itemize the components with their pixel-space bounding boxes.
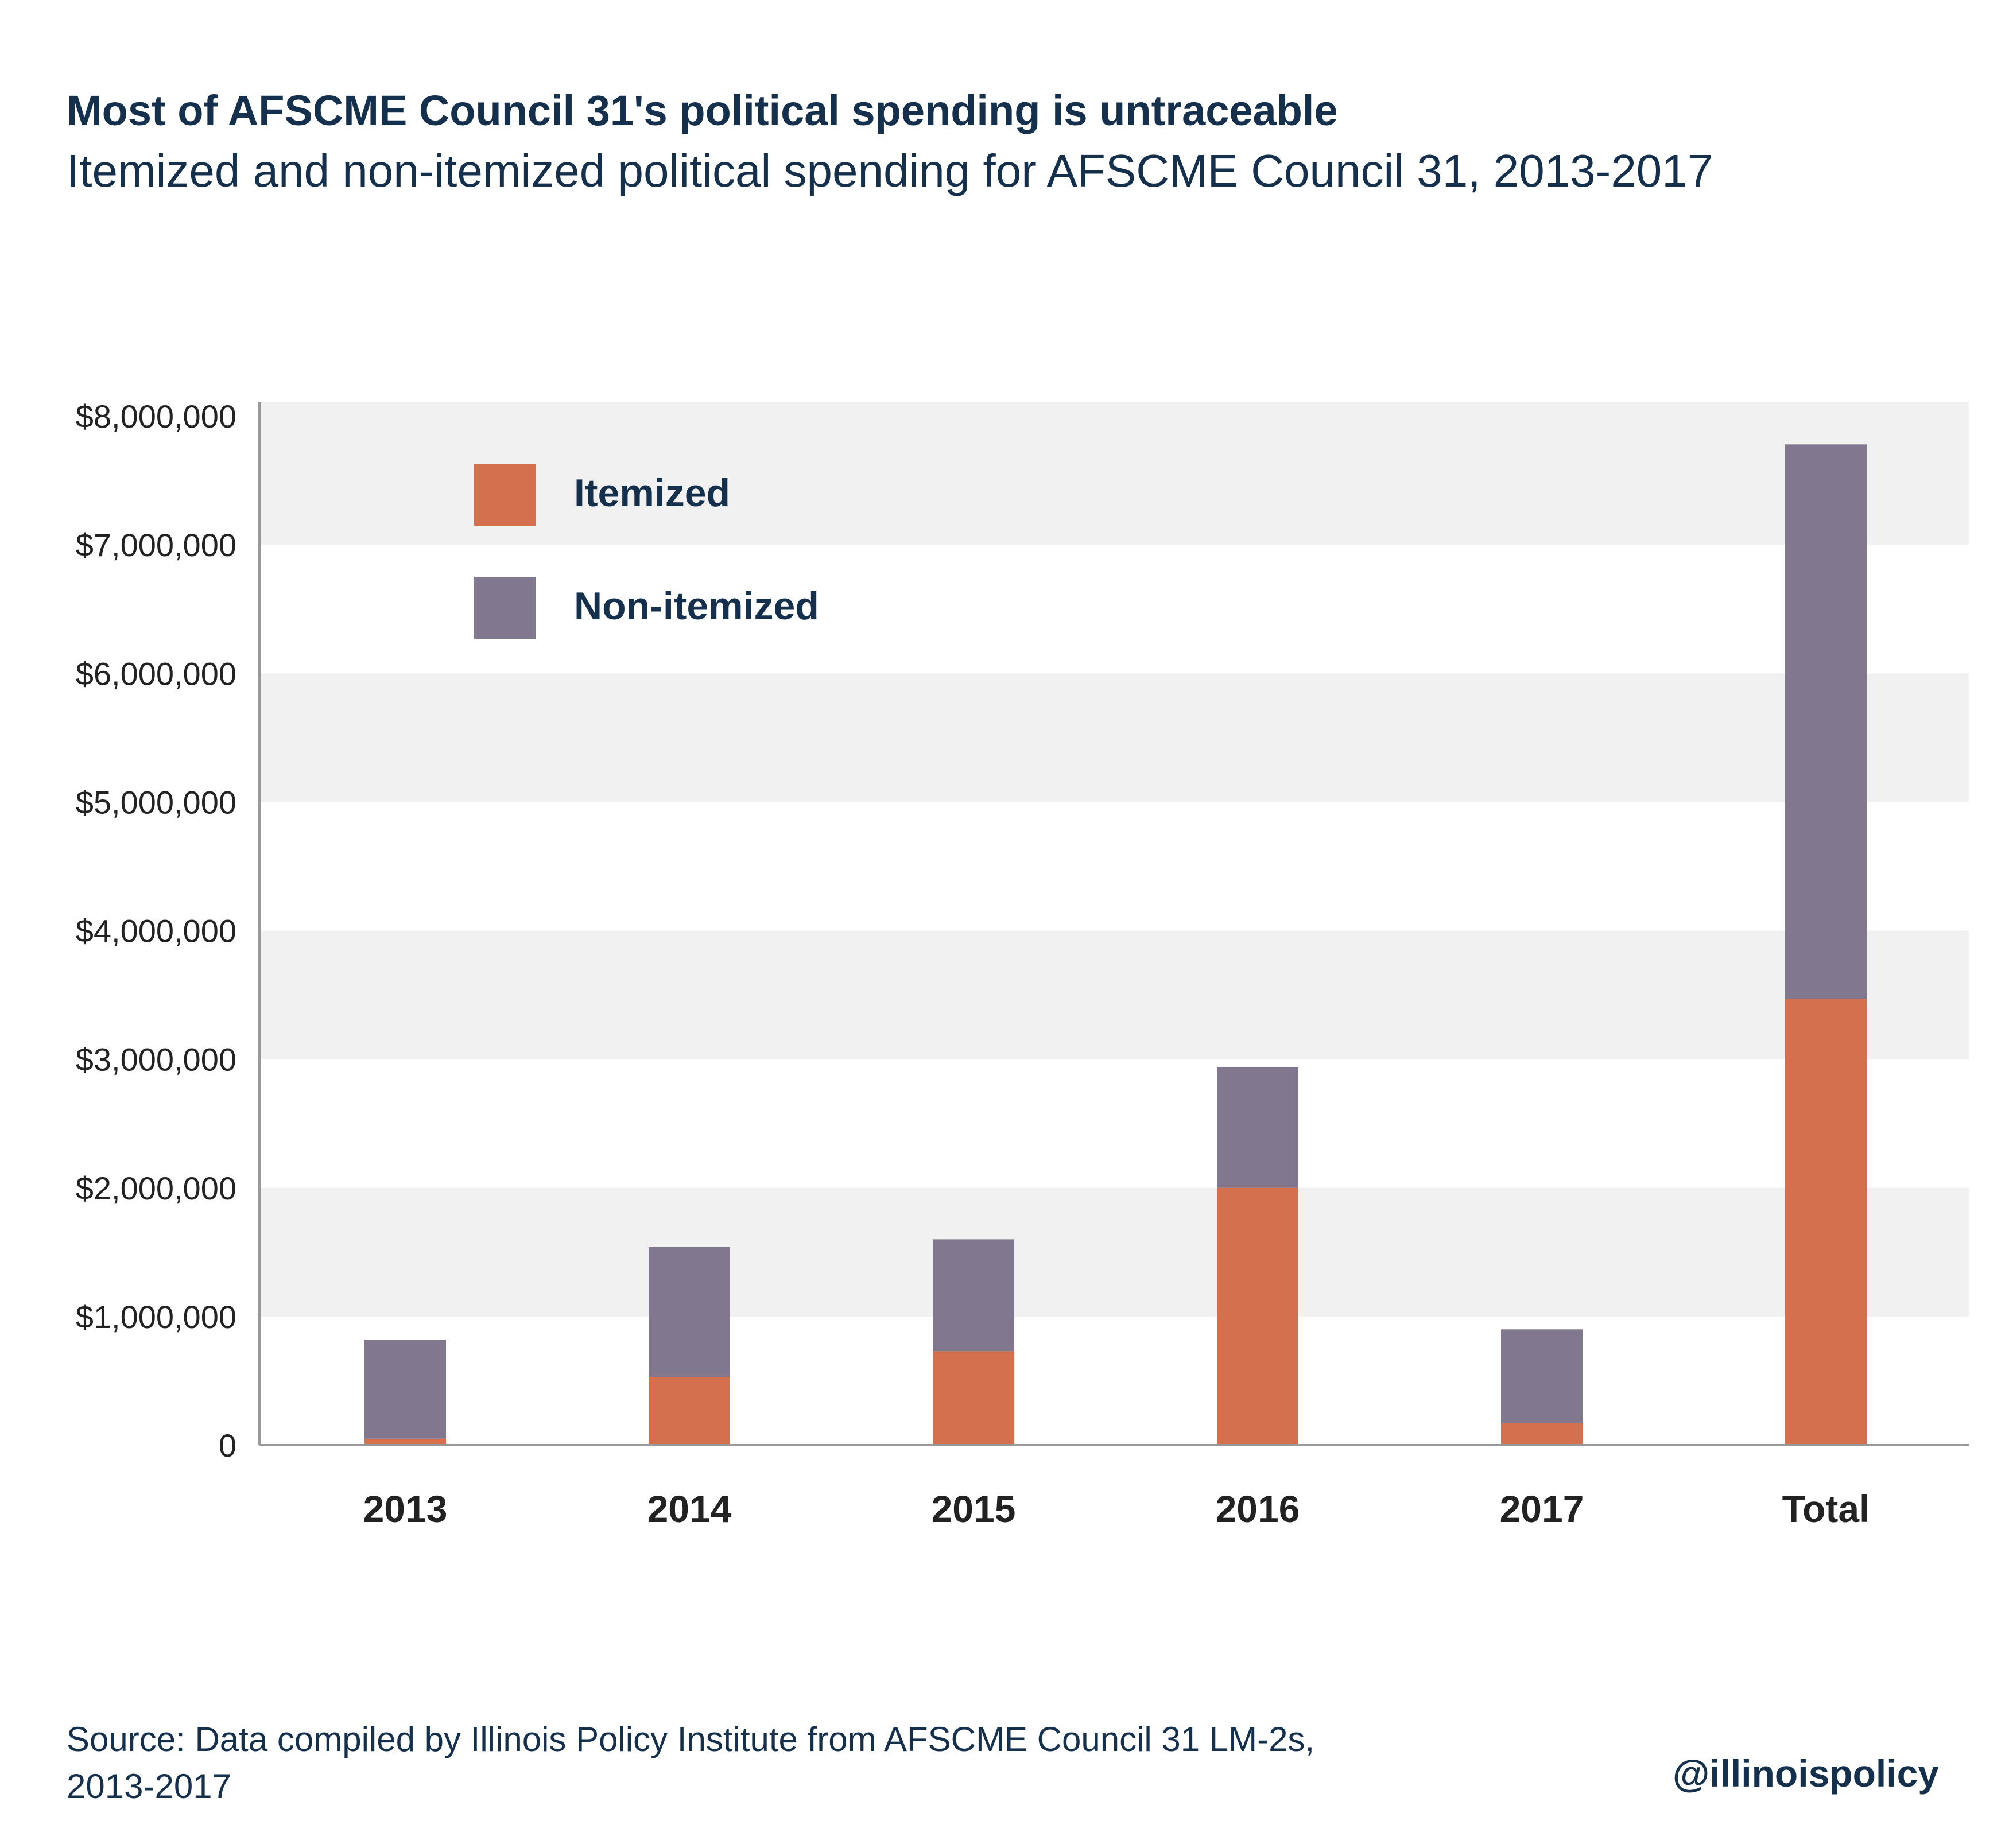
background-band: [259, 673, 1969, 802]
x-tick-label: 2016: [1216, 1488, 1300, 1530]
legend-swatch-itemized: [474, 464, 536, 526]
y-tick-label: $2,000,000: [76, 1170, 236, 1206]
legend-label-itemized: Itemized: [574, 471, 730, 515]
source-note: Source: Data compiled by Illinois Policy…: [67, 1716, 1559, 1810]
background-bands: [259, 402, 1969, 1317]
bar-itemized-2016: [1217, 1187, 1298, 1445]
x-tick-label: 2013: [363, 1488, 448, 1530]
background-band: [259, 930, 1969, 1059]
y-tick-label: $4,000,000: [76, 913, 236, 949]
y-tick-label: $5,000,000: [76, 784, 236, 820]
bar-itemized-2017: [1501, 1423, 1583, 1445]
x-tick-label: 2017: [1500, 1488, 1584, 1530]
background-band: [259, 402, 1969, 545]
y-tick-label: $6,000,000: [76, 655, 236, 692]
bar-itemized-2015: [933, 1351, 1014, 1445]
legend: Itemized Non-itemized: [474, 464, 819, 639]
source-line-2: 2013-2017: [67, 1767, 231, 1806]
bar-non-itemized-2013: [364, 1340, 446, 1439]
x-tick-label: Total: [1782, 1488, 1870, 1530]
bar-non-itemized-total: [1785, 444, 1867, 999]
y-tick-label: $7,000,000: [76, 527, 236, 563]
y-tick-label: 0: [219, 1427, 236, 1463]
x-tick-label: 2014: [647, 1488, 732, 1530]
y-axis-tick-labels: 0 $1,000,000 $2,000,000 $3,000,000 $4,000,00…: [76, 398, 236, 1463]
bar-non-itemized-2016: [1217, 1067, 1298, 1188]
chart-subtitle: Itemized and non-itemized political spen…: [67, 145, 1713, 196]
source-line-1: Source: Data compiled by Illinois Policy…: [67, 1720, 1315, 1758]
chart-title: Most of AFSCME Council 31's political sp…: [67, 87, 1338, 134]
x-axis-tick-labels: 2013 2014 2015 2016 2017 Total: [363, 1488, 1870, 1530]
y-tick-label: $1,000,000: [76, 1299, 236, 1335]
legend-label-non-itemized: Non-itemized: [574, 584, 819, 628]
bars: [364, 444, 1867, 1445]
bar-itemized-total: [1785, 999, 1867, 1445]
bar-non-itemized-2017: [1501, 1329, 1583, 1423]
legend-swatch-non-itemized: [474, 577, 536, 639]
background-band: [259, 1187, 1969, 1317]
x-tick-label: 2015: [932, 1488, 1016, 1530]
y-tick-label: $8,000,000: [76, 398, 236, 434]
y-tick-label: $3,000,000: [76, 1042, 236, 1078]
bar-itemized-2013: [364, 1438, 446, 1445]
bar-non-itemized-2015: [933, 1239, 1014, 1352]
twitter-handle: @illinoispolicy: [1672, 1752, 1939, 1795]
bar-itemized-2014: [649, 1377, 730, 1445]
bar-non-itemized-2014: [649, 1247, 730, 1377]
